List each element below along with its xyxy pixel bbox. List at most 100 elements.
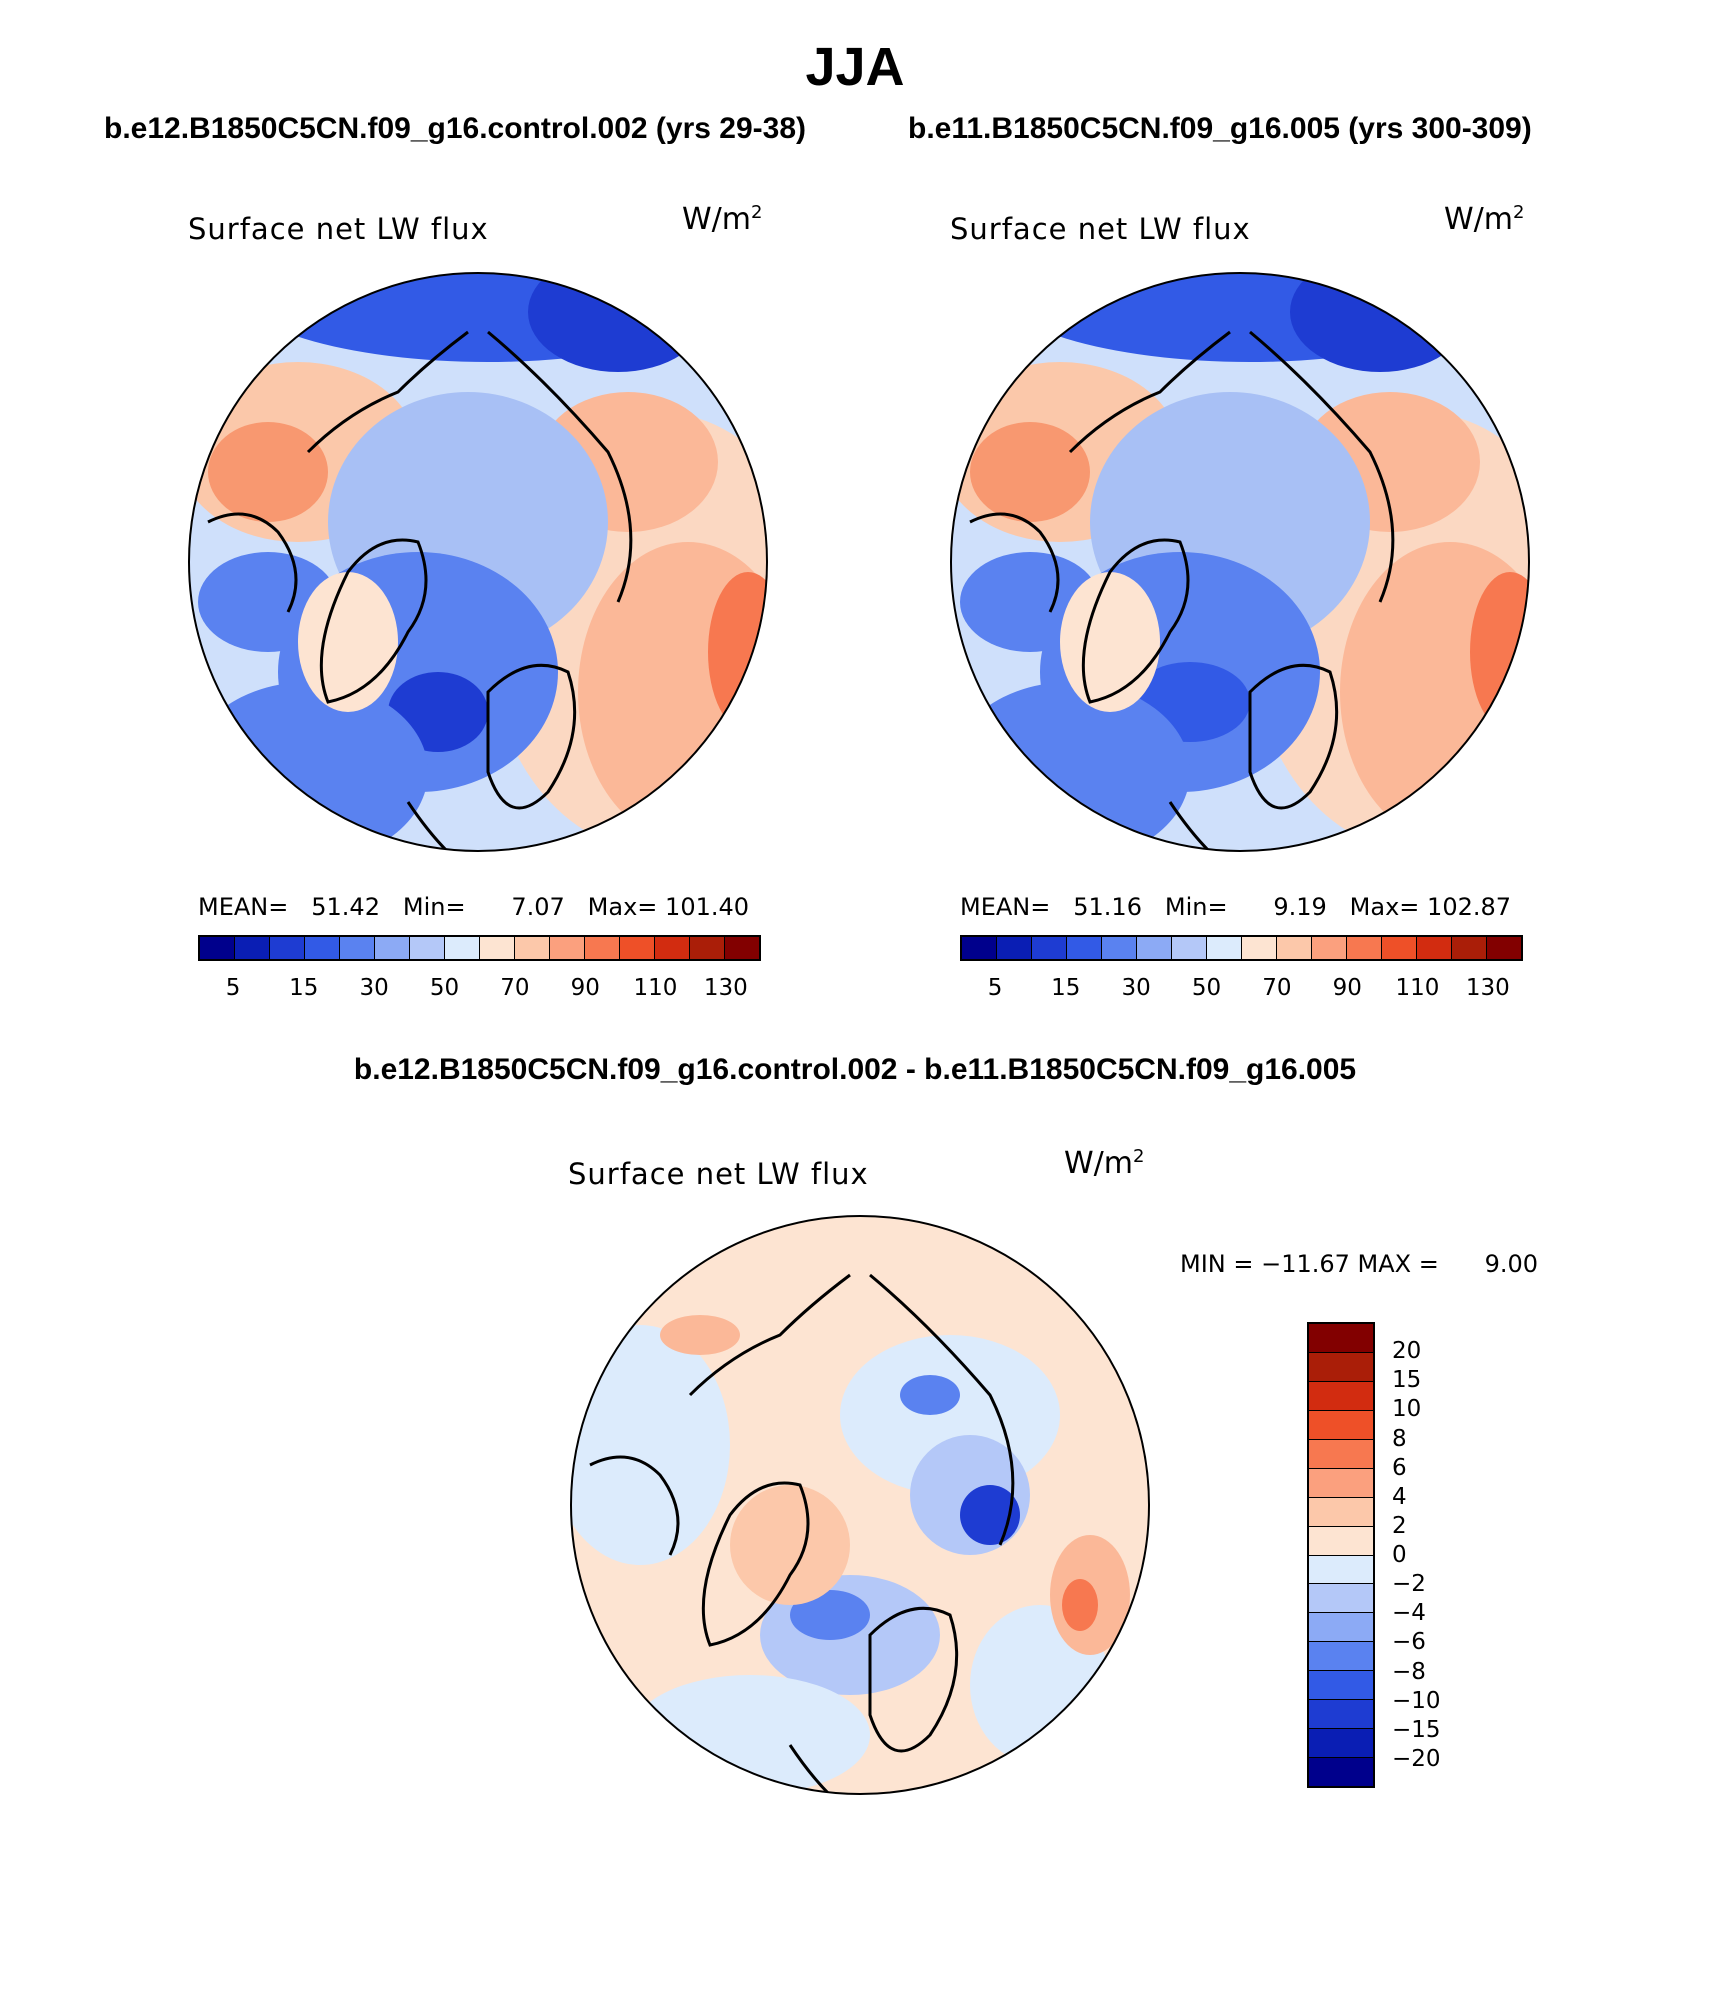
right-colorbar-swatch-12 [1382, 937, 1417, 959]
diff-colorbar-tick-6: 2 [1392, 1512, 1407, 1539]
diff-colorbar-tick-3: 8 [1392, 1425, 1407, 1452]
right-colorbar-tick-7: 130 [1465, 975, 1510, 1001]
left-colorbar-tick-1: 15 [289, 975, 319, 1001]
diff-colorbar-tick-0: 20 [1392, 1338, 1422, 1365]
right-colorbar-swatch-9 [1277, 937, 1312, 959]
right-colorbar-ticks: 5 15 30 50 70 90 110 130 [960, 975, 1523, 1005]
diff-colorbar-swatch-5 [1309, 1468, 1373, 1498]
diff-colorbar-tick-2: 10 [1392, 1396, 1422, 1423]
right-colorbar-tick-3: 50 [1191, 975, 1222, 1001]
right-max-label: Max= [1349, 893, 1420, 921]
right-colorbar-swatch-13 [1417, 937, 1452, 959]
left-colorbar-tick-0: 5 [225, 975, 241, 1001]
diff-colorbar-ticks: 20 15 10 8 6 4 2 0 −2 −4 −6 −8 −10 −15 −20 [1392, 1322, 1482, 1788]
right-colorbar-swatch-7 [1207, 937, 1242, 959]
right-colorbar-swatch-10 [1312, 937, 1347, 959]
right-colorbar-tick-2: 30 [1121, 975, 1151, 1001]
right-colorbar-tick-5: 90 [1332, 975, 1362, 1001]
diff-colorbar-swatch-2 [1309, 1381, 1373, 1411]
right-min-value: 9.19 [1273, 893, 1327, 921]
diff-colorbar-swatch-10 [1309, 1613, 1373, 1643]
left-colorbar-swatch-5 [375, 937, 410, 959]
left-mean-value: 51.42 [311, 893, 380, 921]
left-colorbar-swatch-0 [200, 937, 235, 959]
diff-colorbar-swatch-12 [1309, 1671, 1373, 1701]
diff-colorbar-swatch-3 [1309, 1410, 1373, 1440]
right-colorbar-swatch-15 [1487, 937, 1521, 959]
diff-variable-label: Surface net LW flux [568, 1157, 869, 1191]
left-colorbar [198, 935, 761, 961]
left-colorbar-ticks: 5 15 30 50 70 90 110 130 [198, 975, 761, 1005]
diff-colorbar-tick-1: 15 [1392, 1367, 1422, 1394]
left-colorbar-tick-2: 30 [359, 975, 389, 1001]
left-mean-label: MEAN= [198, 893, 289, 921]
left-colorbar-swatch-4 [340, 937, 375, 959]
left-colorbar-swatch-6 [410, 937, 445, 959]
right-colorbar-tick-1: 15 [1051, 975, 1081, 1001]
left-colorbar-swatch-9 [515, 937, 550, 959]
left-colorbar-swatch-13 [655, 937, 690, 959]
diff-colorbar-swatch-9 [1309, 1584, 1373, 1614]
right-mean-label: MEAN= [960, 893, 1051, 921]
left-colorbar-swatch-15 [725, 937, 759, 959]
diff-units: W/m2 [1064, 1146, 1145, 1181]
right-colorbar-swatch-11 [1347, 937, 1382, 959]
right-colorbar-swatch-14 [1452, 937, 1487, 959]
diff-colorbar-swatch-11 [1309, 1642, 1373, 1672]
right-colorbar-swatch-4 [1102, 937, 1137, 959]
left-colorbar-tick-3: 50 [429, 975, 460, 1001]
left-units: W/m2 [682, 202, 763, 237]
left-max-value: 101.40 [665, 893, 750, 921]
right-max-value: 102.87 [1427, 893, 1512, 921]
diff-colorbar-tick-5: 4 [1392, 1483, 1407, 1510]
left-variable-label: Surface net LW flux [188, 212, 489, 246]
right-colorbar-tick-4: 70 [1262, 975, 1292, 1001]
diff-colorbar [1307, 1322, 1375, 1788]
left-stats: MEAN= 51.42 Min= 7.07 Max= 101.40 [198, 893, 749, 921]
left-colorbar-swatch-1 [235, 937, 270, 959]
figure-title: JJA [805, 37, 905, 97]
right-variable-label: Surface net LW flux [950, 212, 1251, 246]
left-polar-map [188, 272, 768, 852]
diff-colorbar-tick-13: −15 [1392, 1716, 1441, 1743]
right-case-title: b.e11.B1850C5CN.f09_g16.005 (yrs 300-309… [908, 112, 1532, 145]
right-colorbar-swatch-2 [1032, 937, 1067, 959]
diff-colorbar-tick-7: 0 [1392, 1542, 1407, 1568]
diff-colorbar-tick-9: −4 [1392, 1600, 1426, 1627]
diff-colorbar-tick-11: −8 [1392, 1658, 1426, 1685]
right-colorbar-swatch-3 [1067, 937, 1102, 959]
diff-colorbar-swatch-0 [1309, 1324, 1373, 1353]
left-colorbar-tick-7: 130 [703, 975, 748, 1001]
right-colorbar-swatch-0 [962, 937, 997, 959]
right-stats: MEAN= 51.16 Min= 9.19 Max= 102.87 [960, 893, 1511, 921]
left-colorbar-swatch-3 [305, 937, 340, 959]
right-units: W/m2 [1444, 202, 1525, 237]
diff-polar-map [570, 1215, 1150, 1795]
right-mean-value: 51.16 [1073, 893, 1142, 921]
left-colorbar-tick-5: 90 [570, 975, 600, 1001]
right-polar-map [950, 272, 1530, 852]
left-colorbar-tick-4: 70 [500, 975, 530, 1001]
right-colorbar-swatch-6 [1172, 937, 1207, 959]
left-colorbar-swatch-12 [620, 937, 655, 959]
left-max-label: Max= [587, 893, 658, 921]
left-colorbar-swatch-10 [550, 937, 585, 959]
left-min-label: Min= [402, 893, 466, 921]
diff-colorbar-swatch-4 [1309, 1439, 1373, 1469]
diff-minmax: MIN = −11.67 MAX = 9.00 [1180, 1250, 1539, 1278]
left-colorbar-swatch-7 [445, 937, 480, 959]
diff-colorbar-swatch-15 [1309, 1758, 1373, 1786]
diff-colorbar-tick-14: −20 [1392, 1745, 1441, 1772]
left-colorbar-tick-6: 110 [633, 975, 678, 1001]
left-colorbar-swatch-8 [480, 937, 515, 959]
diff-title: b.e12.B1850C5CN.f09_g16.control.002 - b.… [353, 1053, 1357, 1086]
diff-colorbar-swatch-7 [1309, 1526, 1373, 1556]
diff-colorbar-swatch-1 [1309, 1352, 1373, 1382]
left-colorbar-swatch-14 [690, 937, 725, 959]
right-colorbar-swatch-5 [1137, 937, 1172, 959]
diff-colorbar-swatch-14 [1309, 1729, 1373, 1759]
right-colorbar-tick-0: 5 [987, 975, 1003, 1001]
diff-colorbar-tick-12: −10 [1392, 1687, 1441, 1714]
diff-colorbar-tick-8: −2 [1392, 1571, 1426, 1598]
diff-colorbar-swatch-13 [1309, 1700, 1373, 1730]
